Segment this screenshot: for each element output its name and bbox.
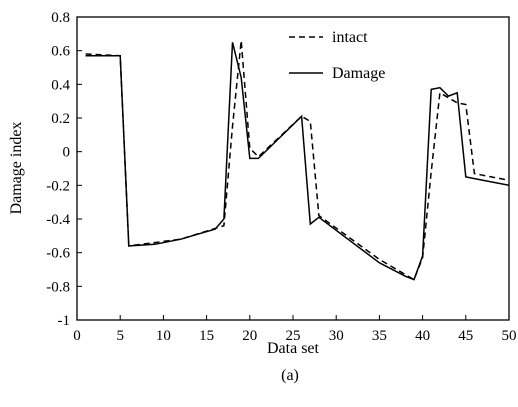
y-tick-label: -0.2 xyxy=(46,178,70,194)
x-tick-label: 50 xyxy=(502,328,517,344)
y-tick-label: 0.8 xyxy=(51,10,70,26)
x-tick-label: 45 xyxy=(458,328,473,344)
y-tick-label: 0.6 xyxy=(51,44,70,60)
legend-label-damage: Damage xyxy=(332,65,385,82)
x-tick-label: 35 xyxy=(372,328,387,344)
y-tick-label: -0.6 xyxy=(46,246,70,262)
x-axis-title: Data set xyxy=(267,340,320,357)
figure-caption: (a) xyxy=(281,367,299,384)
y-tick-label: -1 xyxy=(58,313,71,329)
series-lines xyxy=(85,40,510,281)
x-tick-label: 30 xyxy=(329,328,344,344)
x-axis-ticks: 0 5 10 15 20 25 30 35 40 45 50 xyxy=(73,315,517,344)
y-tick-label: -0.8 xyxy=(46,279,70,295)
y-axis-ticks: -1 -0.8 -0.6 -0.4 -0.2 0 0.2 0.4 0.6 0.8 xyxy=(46,10,82,329)
y-tick-label: 0.2 xyxy=(51,111,70,127)
series-line-damage xyxy=(85,42,510,281)
x-tick-label: 15 xyxy=(199,328,214,344)
y-axis-title: Damage index xyxy=(8,122,25,215)
x-tick-label: 10 xyxy=(156,328,171,344)
series-line-intact xyxy=(85,40,510,281)
x-tick-label: 0 xyxy=(73,328,81,344)
x-tick-label: 20 xyxy=(242,328,257,344)
y-tick-label: 0.4 xyxy=(51,77,70,93)
y-tick-label: 0 xyxy=(63,145,71,161)
x-tick-label: 40 xyxy=(415,328,430,344)
y-tick-label: -0.4 xyxy=(46,212,70,228)
legend-label-intact: intact xyxy=(332,29,368,46)
x-tick-label: 25 xyxy=(286,328,301,344)
plot-frame xyxy=(76,16,510,321)
x-tick-label: 5 xyxy=(116,328,124,344)
legend: intact Damage xyxy=(289,29,385,82)
